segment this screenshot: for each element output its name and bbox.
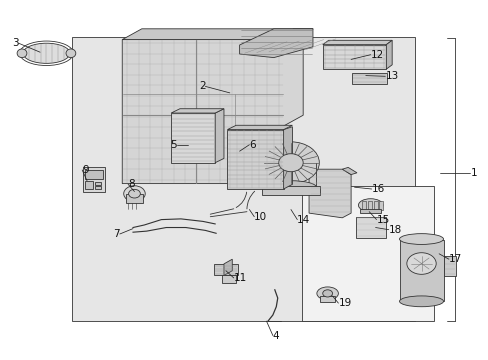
Ellipse shape bbox=[265, 181, 316, 194]
Bar bbox=[227, 130, 283, 189]
Ellipse shape bbox=[278, 154, 303, 172]
Polygon shape bbox=[122, 29, 312, 40]
Text: 7: 7 bbox=[113, 229, 120, 239]
Polygon shape bbox=[283, 127, 292, 189]
Ellipse shape bbox=[128, 189, 140, 198]
Text: 3: 3 bbox=[12, 38, 19, 48]
Polygon shape bbox=[227, 125, 292, 130]
Text: 6: 6 bbox=[249, 140, 256, 150]
Bar bbox=[95, 186, 101, 189]
Bar bbox=[261, 186, 320, 195]
Bar bbox=[171, 113, 215, 163]
Polygon shape bbox=[215, 109, 224, 163]
Bar bbox=[95, 182, 101, 185]
Ellipse shape bbox=[322, 290, 332, 297]
Bar bbox=[355, 217, 386, 238]
Bar bbox=[373, 201, 377, 210]
Text: 13: 13 bbox=[385, 71, 398, 81]
Text: 2: 2 bbox=[198, 81, 205, 91]
Text: 10: 10 bbox=[254, 212, 267, 222]
Bar bbox=[322, 45, 386, 69]
Text: 5: 5 bbox=[170, 140, 177, 150]
Ellipse shape bbox=[23, 43, 70, 63]
Bar bbox=[85, 181, 93, 189]
Polygon shape bbox=[308, 169, 350, 218]
Polygon shape bbox=[122, 40, 303, 184]
Bar bbox=[399, 240, 443, 301]
Bar bbox=[302, 186, 433, 321]
Bar bbox=[214, 264, 237, 275]
Polygon shape bbox=[283, 29, 312, 47]
Ellipse shape bbox=[262, 142, 319, 184]
Bar bbox=[222, 275, 235, 283]
Bar bbox=[320, 296, 334, 302]
Text: 12: 12 bbox=[370, 50, 383, 60]
Text: 15: 15 bbox=[376, 215, 389, 225]
Text: 14: 14 bbox=[297, 215, 310, 225]
Text: 19: 19 bbox=[338, 298, 351, 308]
Bar bbox=[126, 194, 142, 203]
Text: 11: 11 bbox=[233, 273, 246, 283]
Bar bbox=[379, 201, 383, 210]
Ellipse shape bbox=[406, 253, 435, 274]
Bar bbox=[72, 37, 414, 321]
Text: 17: 17 bbox=[448, 254, 461, 264]
Text: 16: 16 bbox=[371, 184, 384, 194]
Polygon shape bbox=[224, 259, 232, 275]
Bar bbox=[83, 167, 105, 192]
Polygon shape bbox=[239, 29, 312, 58]
Polygon shape bbox=[386, 40, 391, 69]
Polygon shape bbox=[322, 40, 391, 45]
Ellipse shape bbox=[316, 287, 338, 300]
Ellipse shape bbox=[358, 199, 382, 212]
Bar bbox=[367, 201, 371, 210]
Bar bbox=[85, 170, 103, 179]
Polygon shape bbox=[342, 167, 356, 175]
Ellipse shape bbox=[399, 296, 443, 307]
Polygon shape bbox=[171, 109, 224, 113]
Ellipse shape bbox=[17, 49, 27, 58]
Text: 9: 9 bbox=[82, 165, 89, 175]
Text: 8: 8 bbox=[128, 179, 135, 189]
Bar bbox=[359, 209, 381, 213]
Ellipse shape bbox=[66, 49, 76, 58]
Ellipse shape bbox=[399, 234, 443, 244]
Bar bbox=[351, 73, 386, 84]
Ellipse shape bbox=[123, 186, 145, 202]
Text: 18: 18 bbox=[388, 225, 401, 235]
Bar bbox=[361, 201, 365, 210]
Bar bbox=[443, 256, 455, 276]
Text: 1: 1 bbox=[469, 168, 476, 178]
Text: 4: 4 bbox=[272, 330, 279, 341]
